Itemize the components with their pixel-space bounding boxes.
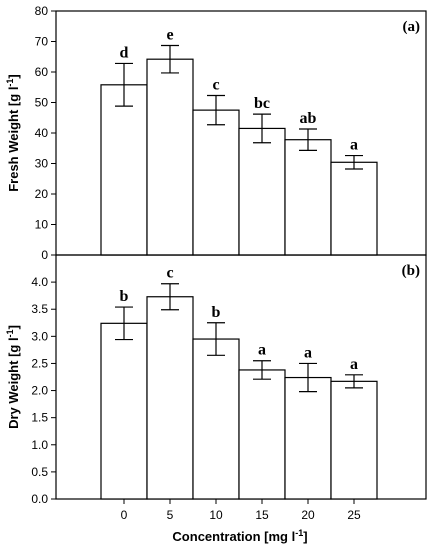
- significance-letter: c: [212, 76, 219, 93]
- significance-letter: a: [350, 137, 358, 154]
- bar: [146, 58, 194, 256]
- bar: [238, 127, 286, 256]
- bar: [100, 84, 148, 256]
- x-tick-label: 20: [301, 508, 315, 522]
- significance-letter: c: [166, 265, 173, 282]
- y-axis-title: Fresh Weight [g l-1]: [5, 74, 21, 192]
- y-tick-label: 3.0: [31, 329, 48, 343]
- bar: [100, 322, 148, 500]
- y-axis-title-sup: -1: [5, 79, 15, 87]
- y-tick-label: 10: [35, 218, 49, 232]
- bar: [284, 139, 332, 256]
- y-axis-title-main: Fresh Weight [g l: [6, 87, 21, 192]
- y-tick-label: 0.0: [31, 492, 48, 506]
- significance-letter: b: [212, 304, 221, 321]
- panel-dry-weight: 0.0 0.5 1.0 1.5 2.0 2.5 3.0 3.5 4.0 Dry Weight [g…: [5, 254, 427, 522]
- x-tick-label: 5: [167, 508, 174, 522]
- y-tick-label: 2.0: [31, 384, 48, 398]
- y-tick-label: 0: [41, 248, 48, 262]
- significance-letter: d: [120, 44, 129, 61]
- panel-label: (b): [402, 263, 420, 279]
- y-tick-label: 2.5: [31, 356, 48, 370]
- panel-label: (a): [403, 19, 421, 35]
- y-axis-title-end: ]: [6, 325, 21, 329]
- significance-letter: a: [304, 344, 312, 361]
- bar: [146, 296, 194, 500]
- y-tick-label: 20: [35, 187, 49, 201]
- y-axis-title-sup: -1: [5, 329, 15, 337]
- y-tick-label: 0.5: [31, 465, 48, 479]
- x-tick-label: 15: [255, 508, 269, 522]
- bar: [284, 376, 332, 500]
- x-tick-label: 10: [209, 508, 223, 522]
- y-axis-title-main: Dry Weight [g l: [6, 337, 21, 428]
- x-tick-label: 0: [121, 508, 128, 522]
- bar: [330, 161, 378, 256]
- significance-letter: a: [258, 342, 266, 359]
- significance-letter: b: [120, 288, 129, 305]
- panel-fresh-weight: 0 10 20 30 40 50 60 70 80 Fresh Weight [g l-1] (a)…: [5, 4, 427, 262]
- significance-letter: ab: [300, 110, 317, 127]
- bar: [192, 338, 240, 500]
- y-tick-label: 70: [35, 35, 49, 49]
- bar: [238, 369, 286, 500]
- significance-letter: e: [166, 26, 173, 43]
- bar: [192, 109, 240, 256]
- y-tick-label: 50: [35, 96, 49, 110]
- y-tick-label: 3.5: [31, 302, 48, 316]
- x-axis-title: Concentration [mg l-1]: [172, 528, 307, 544]
- y-tick-label: 1.5: [31, 411, 48, 425]
- y-axis-title: Dry Weight [g l-1]: [5, 325, 21, 429]
- y-tick-label: 40: [35, 126, 49, 140]
- x-tick-label: 25: [347, 508, 361, 522]
- y-tick-label: 4.0: [31, 275, 48, 289]
- significance-letter: bc: [254, 95, 270, 112]
- y-tick-label: 60: [35, 65, 49, 79]
- y-axis-title-end: ]: [6, 74, 21, 78]
- y-tick-label: 80: [35, 4, 49, 18]
- bar: [330, 380, 378, 500]
- significance-letter: a: [350, 356, 358, 373]
- y-tick-label: 1.0: [31, 438, 48, 452]
- y-tick-label: 30: [35, 157, 49, 171]
